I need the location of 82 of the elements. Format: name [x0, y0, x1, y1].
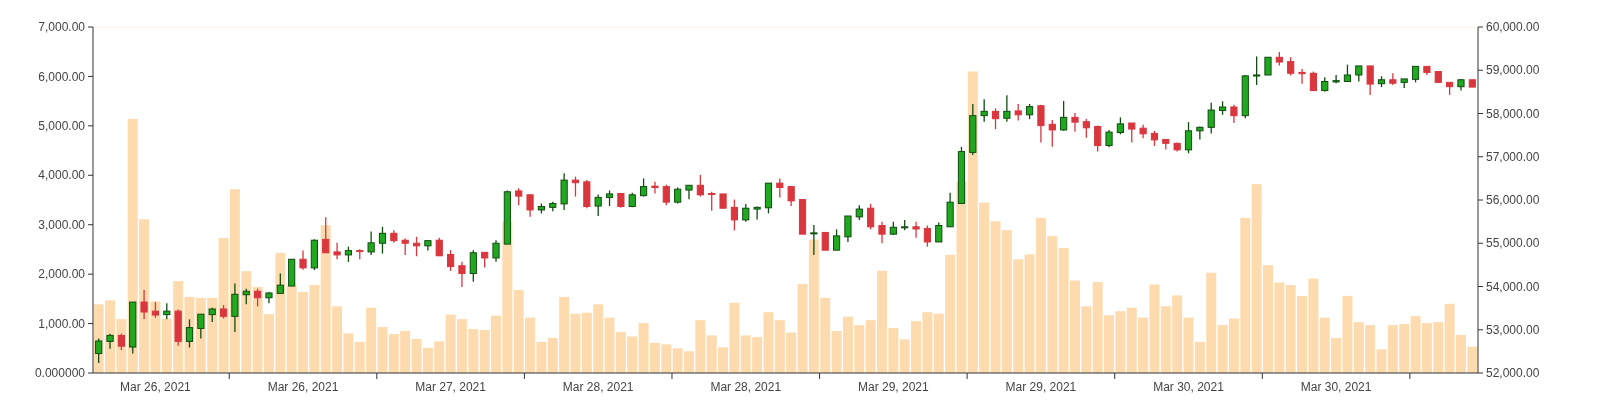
candlestick	[322, 216, 330, 254]
candlestick	[299, 249, 307, 271]
y-tick-label: 0.000000	[34, 366, 86, 381]
candlestick	[378, 226, 387, 255]
candlestick	[140, 289, 148, 321]
candlestick	[560, 172, 568, 211]
candlestick	[912, 220, 920, 239]
candlestick	[594, 193, 602, 217]
y-tick-label: 2,000.00	[38, 267, 86, 282]
x-tick-label: Mar 29, 2021	[1005, 380, 1077, 394]
x-tick-label: Mar 26, 2021	[120, 380, 192, 394]
candlestick	[435, 236, 443, 257]
candlestick	[1298, 68, 1306, 85]
candlestick	[447, 249, 455, 272]
candlestick	[276, 272, 284, 295]
candlestick	[1071, 112, 1079, 133]
candlestick	[640, 177, 648, 198]
y2-tick-label: 59,000.00	[1486, 63, 1540, 78]
candlestick	[1230, 104, 1238, 124]
candlestick	[662, 184, 670, 206]
candlestick	[1196, 125, 1204, 141]
y2-tick-label: 53,000.00	[1486, 322, 1540, 337]
x-tick-label: Mar 26, 2021	[267, 380, 339, 394]
candlestick	[810, 224, 818, 256]
candlestick	[1048, 119, 1056, 148]
x-tick-label: Mar 28, 2021	[562, 380, 634, 394]
candlestick	[821, 231, 829, 252]
candlestick	[571, 176, 580, 198]
y2-tick-label: 54,000.00	[1486, 279, 1540, 294]
y2-tick-label: 58,000.00	[1486, 106, 1540, 121]
candlestick	[844, 215, 852, 243]
x-tick-label: Mar 30, 2021	[1300, 380, 1372, 394]
candlestick	[923, 224, 931, 248]
candlestick	[1082, 118, 1090, 139]
y2-tick-label: 57,000.00	[1486, 149, 1540, 164]
y-tick-label: 1,000.00	[38, 316, 86, 331]
y-tick-label: 6,000.00	[38, 69, 86, 84]
candlestick	[1060, 100, 1068, 132]
candlestick	[367, 230, 375, 256]
candlestick	[1094, 124, 1102, 153]
candlestick	[1366, 65, 1374, 96]
x-tick-label: Mar 29, 2021	[857, 380, 930, 394]
candlestick	[730, 198, 739, 231]
y2-tick-label: 56,000.00	[1486, 193, 1540, 208]
y-tick-label: 4,000.00	[38, 168, 86, 183]
x-tick-label: Mar 30, 2021	[1153, 380, 1225, 394]
candlestick	[231, 282, 239, 333]
y2-tick-label: 52,000.00	[1486, 366, 1540, 381]
candlestick	[787, 185, 795, 207]
candlestick	[878, 220, 886, 244]
candlestick	[1128, 122, 1136, 144]
candlestick	[458, 261, 466, 288]
candlestick	[1389, 72, 1397, 86]
y2-tick-label: 55,000.00	[1486, 236, 1540, 251]
candlestick	[1309, 70, 1317, 92]
candlestick	[1287, 56, 1295, 77]
candlestick	[980, 98, 988, 123]
y2-tick-label: 60,000.00	[1486, 20, 1540, 35]
candlestick	[832, 228, 841, 251]
candlestick	[1207, 102, 1215, 135]
candlestick	[776, 177, 784, 199]
candlestick	[333, 242, 341, 260]
candlestick	[935, 221, 943, 243]
x-tick-label: Mar 27, 2021	[415, 380, 487, 394]
y-tick-label: 7,000.00	[38, 20, 86, 35]
candlestick	[1253, 55, 1261, 86]
candlestick	[1037, 104, 1045, 144]
candlestick	[696, 174, 704, 198]
candlestick	[492, 239, 500, 263]
candlestick	[1184, 121, 1193, 154]
candlestick	[469, 249, 477, 283]
y-tick-label: 5,000.00	[38, 119, 86, 134]
candlestick	[991, 107, 1000, 130]
x-tick-label: Mar 28, 2021	[710, 380, 782, 394]
candlestick	[753, 205, 761, 221]
candlestick	[651, 181, 659, 195]
candlestick	[867, 203, 875, 231]
y-tick-label: 3,000.00	[38, 217, 86, 232]
candlestick	[708, 191, 716, 212]
candlestick	[1332, 74, 1340, 84]
candlestick	[1003, 94, 1011, 123]
candlestick	[526, 193, 534, 218]
